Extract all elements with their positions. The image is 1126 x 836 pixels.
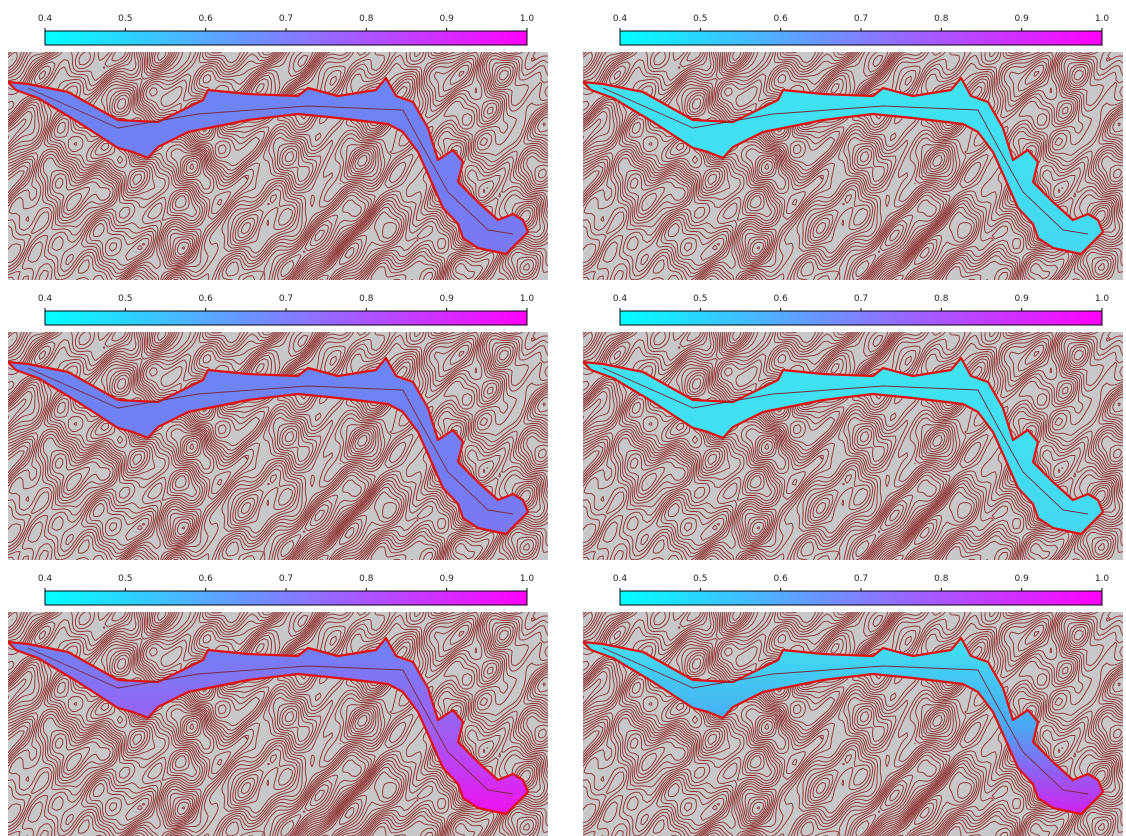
tick-label: 0.8: [359, 574, 374, 584]
map: [583, 332, 1123, 560]
tick-label: 1.0: [520, 294, 535, 304]
tick-label: 0.6: [199, 574, 214, 584]
tick-label: 0.4: [613, 14, 628, 24]
tick-label: 0.8: [359, 294, 374, 304]
tick-label: 0.7: [279, 14, 293, 24]
tick-label: 0.5: [118, 574, 132, 584]
tick-label: 0.8: [934, 294, 949, 304]
tick-label: 0.5: [118, 14, 132, 24]
tick-label: 0.9: [1015, 14, 1030, 24]
tick-label: 0.8: [934, 574, 949, 584]
map: [8, 612, 548, 836]
tick-label: 0.5: [693, 14, 707, 24]
map: [8, 332, 548, 560]
tick-label: 0.9: [1015, 294, 1030, 304]
colorbar: [45, 31, 527, 45]
panel: 0.4 0.5 0.6 0.7 0.8 0.9 1.0: [8, 574, 548, 836]
tick-label: 1.0: [1095, 574, 1110, 584]
panel: 0.4 0.5 0.6 0.7 0.8 0.9 1.0: [583, 294, 1123, 560]
panel: 0.4 0.5 0.6 0.7 0.8 0.9 1.0: [8, 294, 548, 560]
tick-label: 0.9: [440, 574, 455, 584]
figure: 0.4 0.5 0.6 0.7 0.8 0.9 1.0 0.4 0.5 0.6 0.7 0.8 0.9 1…: [0, 0, 1126, 836]
tick-label: 0.4: [38, 14, 53, 24]
tick-label: 0.4: [38, 294, 53, 304]
map: [583, 612, 1123, 836]
colorbar: [45, 311, 527, 325]
colorbar: [45, 591, 527, 605]
tick-label: 0.8: [934, 14, 949, 24]
colorbar: [620, 31, 1102, 45]
tick-label: 0.9: [440, 14, 455, 24]
tick-label: 0.6: [774, 294, 789, 304]
colorbar: [620, 311, 1102, 325]
panel: 0.4 0.5 0.6 0.7 0.8 0.9 1.0: [8, 14, 548, 280]
map: [583, 52, 1123, 280]
tick-label: 1.0: [1095, 294, 1110, 304]
map: [8, 52, 548, 280]
tick-label: 1.0: [1095, 14, 1110, 24]
tick-label: 0.9: [1015, 574, 1030, 584]
tick-label: 1.0: [520, 574, 535, 584]
tick-label: 0.4: [613, 574, 628, 584]
tick-label: 0.7: [854, 294, 868, 304]
tick-label: 0.4: [38, 574, 53, 584]
tick-label: 0.6: [199, 14, 214, 24]
tick-label: 0.5: [118, 294, 132, 304]
tick-label: 0.7: [279, 294, 293, 304]
panel: 0.4 0.5 0.6 0.7 0.8 0.9 1.0: [583, 14, 1123, 280]
tick-label: 0.5: [693, 294, 707, 304]
tick-label: 0.7: [854, 574, 868, 584]
tick-label: 0.6: [774, 574, 789, 584]
tick-label: 0.5: [693, 574, 707, 584]
colorbar: [620, 591, 1102, 605]
tick-label: 1.0: [520, 14, 535, 24]
tick-label: 0.7: [279, 574, 293, 584]
tick-label: 0.6: [199, 294, 214, 304]
tick-label: 0.6: [774, 14, 789, 24]
panel: 0.4 0.5 0.6 0.7 0.8 0.9 1.0: [583, 574, 1123, 836]
tick-label: 0.7: [854, 14, 868, 24]
tick-label: 0.4: [613, 294, 628, 304]
tick-label: 0.8: [359, 14, 374, 24]
tick-label: 0.9: [440, 294, 455, 304]
